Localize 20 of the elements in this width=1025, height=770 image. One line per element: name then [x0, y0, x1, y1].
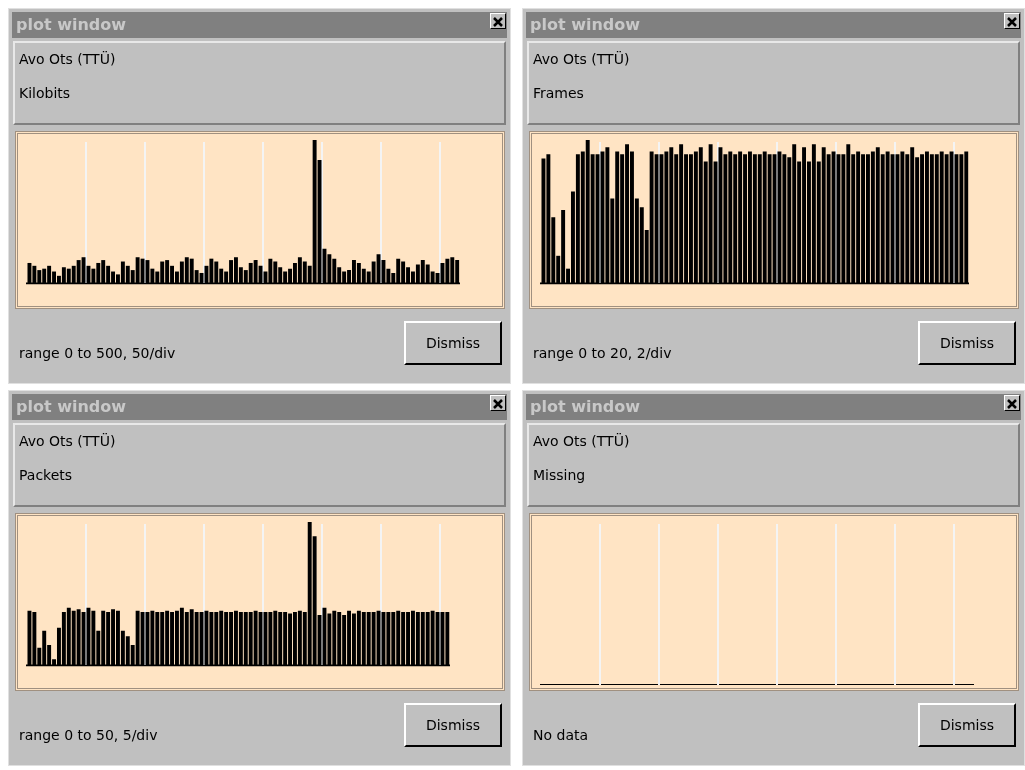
- chart-subtitle: Frames: [533, 85, 584, 101]
- text: plot window: [526, 12, 1021, 38]
- text: Dismiss: [918, 321, 1016, 365]
- text: Avo Ots (TTÜ): [533, 433, 630, 449]
- text: plot window: [12, 12, 507, 38]
- chart-title: Avo Ots (TTÜ): [19, 51, 116, 67]
- text: range 0 to 500, 50/div: [19, 345, 176, 361]
- chart-subtitle: Packets: [19, 467, 73, 483]
- text: range 0 to 50, 5/div: [19, 727, 158, 743]
- text: Missing: [533, 467, 586, 483]
- text: No data: [533, 727, 589, 743]
- chart-subtitle: Kilobits: [19, 85, 71, 101]
- chart-title: Avo Ots (TTÜ): [19, 433, 116, 449]
- text: Dismiss: [404, 321, 502, 365]
- text: Dismiss: [918, 703, 1016, 747]
- text: Dismiss: [404, 703, 502, 747]
- text: range 0 to 20, 2/div: [533, 345, 672, 361]
- chart-title: Avo Ots (TTÜ): [533, 51, 630, 67]
- text: plot window: [526, 394, 1021, 420]
- text: plot window: [12, 394, 507, 420]
